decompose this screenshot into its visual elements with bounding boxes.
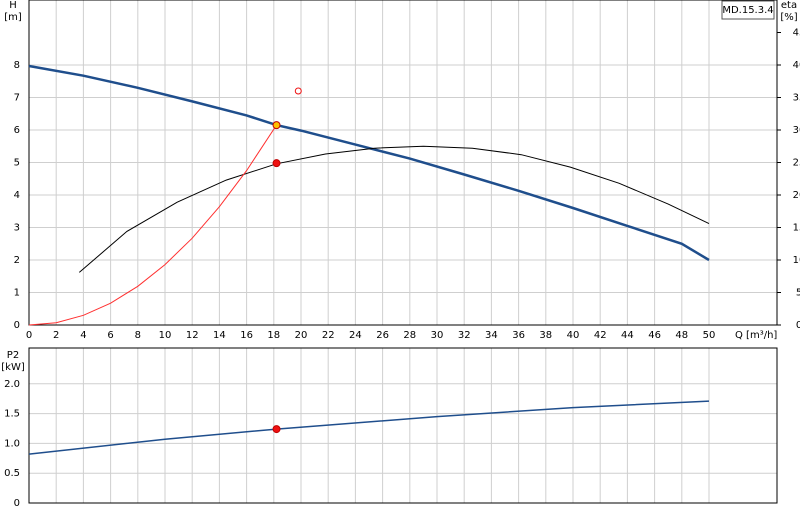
y2-tick-label: 5 [796, 288, 800, 299]
x-tick-label: 40 [567, 330, 580, 341]
y-label: P2 [7, 350, 19, 361]
y-tick-label: 1.5 [4, 409, 20, 420]
y2-tick-label: 20 [793, 190, 800, 201]
y-tick-label: 0.5 [4, 468, 20, 479]
x-tick-label: 20 [295, 330, 308, 341]
x-tick-label: 4 [80, 330, 86, 341]
x-tick-label: 6 [107, 330, 113, 341]
x-label: Q [m³/h] [735, 330, 777, 341]
x-tick-label: 48 [675, 330, 688, 341]
x-tick-label: 16 [240, 330, 253, 341]
plot-frame [28, 0, 778, 326]
x-tick-label: 22 [322, 330, 335, 341]
y2-tick-label: 35 [793, 93, 800, 104]
id-box [721, 0, 775, 20]
x-tick-label: 44 [621, 330, 634, 341]
y-unit: [m] [4, 12, 22, 23]
curve [28, 124, 277, 326]
y-unit: [kW] [1, 362, 25, 373]
y2-tick-label: 25 [793, 158, 800, 169]
y2-tick-label: 40 [793, 60, 800, 71]
x-tick-label: 14 [213, 330, 226, 341]
x-tick-label: 46 [648, 330, 661, 341]
operating-point [272, 159, 281, 168]
operating-point [272, 121, 281, 130]
y-tick-label: 1 [14, 288, 20, 299]
x-tick-label: 32 [458, 330, 471, 341]
x-tick-label: 18 [267, 330, 280, 341]
operating-point [272, 425, 281, 434]
y-tick-label: 3 [14, 223, 20, 234]
y-tick-label: 1.0 [4, 438, 20, 449]
x-tick-label: 28 [403, 330, 416, 341]
y2-tick-label: 0 [796, 320, 800, 331]
x-tick-label: 12 [186, 330, 199, 341]
y2-label: eta [781, 0, 797, 11]
y-tick-label: 0 [14, 320, 20, 331]
y-tick-label: 7 [14, 93, 20, 104]
y2-unit: [%] [780, 12, 797, 23]
x-tick-label: 2 [53, 330, 59, 341]
y2-tick-label: 10 [793, 255, 800, 266]
x-tick-label: 0 [26, 330, 32, 341]
plot-frame [28, 347, 778, 504]
x-tick-label: 42 [594, 330, 607, 341]
curve [28, 64, 710, 262]
y-tick-label: 2 [14, 255, 20, 266]
x-tick-label: 24 [349, 330, 362, 341]
x-tick-label: 36 [512, 330, 525, 341]
y-tick-label: 6 [14, 125, 20, 136]
y2-tick-label: 30 [793, 125, 800, 136]
x-tick-label: 38 [539, 330, 552, 341]
y-label: H [9, 0, 17, 11]
x-tick-label: 34 [485, 330, 498, 341]
x-tick-label: 8 [135, 330, 141, 341]
x-tick-label: 26 [376, 330, 389, 341]
x-tick-label: 30 [431, 330, 444, 341]
y-tick-label: 8 [14, 60, 20, 71]
y-tick-label: 2.0 [4, 379, 20, 390]
y2-tick-label: 45 [793, 28, 800, 39]
y-tick-label: 0 [14, 498, 20, 509]
y-tick-label: 5 [14, 158, 20, 169]
curve [78, 145, 710, 273]
x-tick-label: 50 [703, 330, 716, 341]
pump-id: MD.15.3.4 [722, 5, 773, 16]
y2-tick-label: 15 [793, 223, 800, 234]
y-tick-label: 4 [14, 190, 20, 201]
curve [28, 400, 710, 455]
x-tick-label: 10 [159, 330, 172, 341]
operating-point [294, 87, 302, 95]
